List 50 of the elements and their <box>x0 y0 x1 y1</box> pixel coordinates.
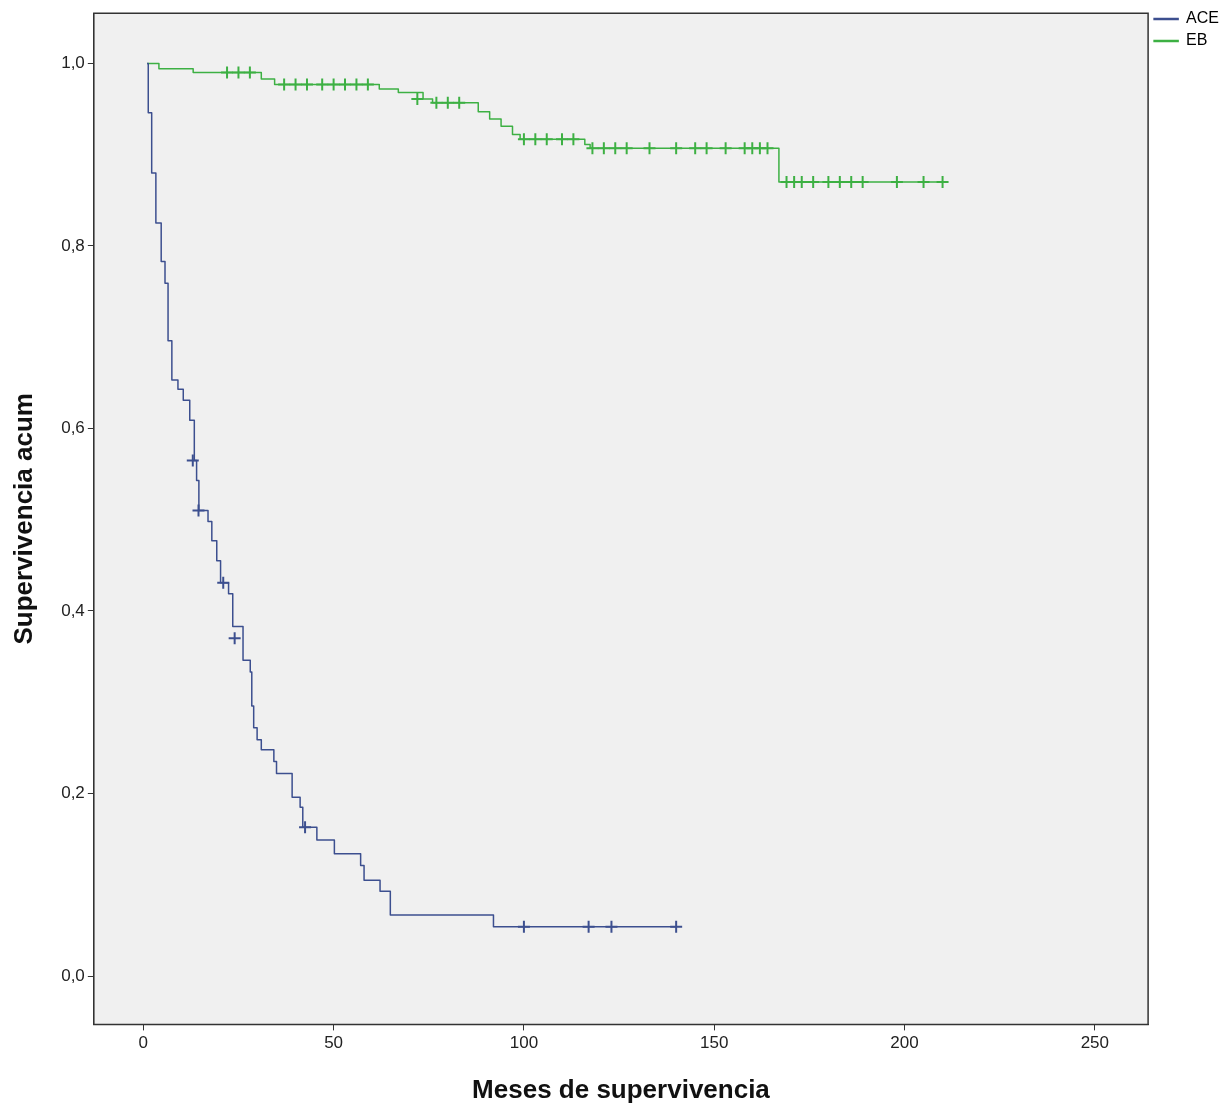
point <box>440 95 455 110</box>
point <box>360 77 375 92</box>
x-tick-label: 0 <box>138 1033 149 1053</box>
point <box>718 141 733 156</box>
y-tick-label: 0,2 <box>61 783 85 803</box>
point <box>315 77 330 92</box>
point <box>585 141 600 156</box>
point <box>191 503 206 518</box>
y-tick-label: 0,6 <box>61 418 85 438</box>
point <box>596 141 611 156</box>
point <box>760 141 775 156</box>
x-axis-title: Meses de supervivencia <box>472 1073 771 1104</box>
point <box>608 141 623 156</box>
point <box>581 919 596 934</box>
point <box>185 453 200 468</box>
point <box>288 77 303 92</box>
x-tick-label: 150 <box>700 1033 729 1053</box>
y-axis-title: Supervivencia acum <box>7 393 38 645</box>
point <box>429 95 444 110</box>
x-tick-label: 250 <box>1080 1033 1109 1053</box>
point <box>619 141 634 156</box>
point <box>699 141 714 156</box>
y-tick-label: 0,0 <box>61 965 85 985</box>
point <box>216 575 231 590</box>
x-tick-label: 200 <box>890 1033 919 1053</box>
y-tick-label: 0,8 <box>61 235 85 255</box>
legend-label: EB <box>1186 31 1208 49</box>
point <box>669 141 684 156</box>
point <box>688 141 703 156</box>
point <box>642 141 657 156</box>
point <box>242 65 257 80</box>
point <box>410 91 425 106</box>
legend-label: ACE <box>1186 9 1220 27</box>
x-tick-label: 100 <box>509 1033 539 1053</box>
point <box>298 820 313 835</box>
point <box>604 919 619 934</box>
point <box>326 77 341 92</box>
point <box>349 77 364 92</box>
point <box>452 95 467 110</box>
point <box>220 65 235 80</box>
point <box>231 65 246 80</box>
point <box>516 919 531 934</box>
y-tick-label: 1,0 <box>61 53 85 73</box>
point <box>338 77 353 92</box>
point <box>299 77 314 92</box>
x-tick-label: 50 <box>324 1033 344 1053</box>
y-tick-label: 0,4 <box>61 600 85 620</box>
point <box>227 631 242 646</box>
point <box>669 919 684 934</box>
point <box>277 77 292 92</box>
